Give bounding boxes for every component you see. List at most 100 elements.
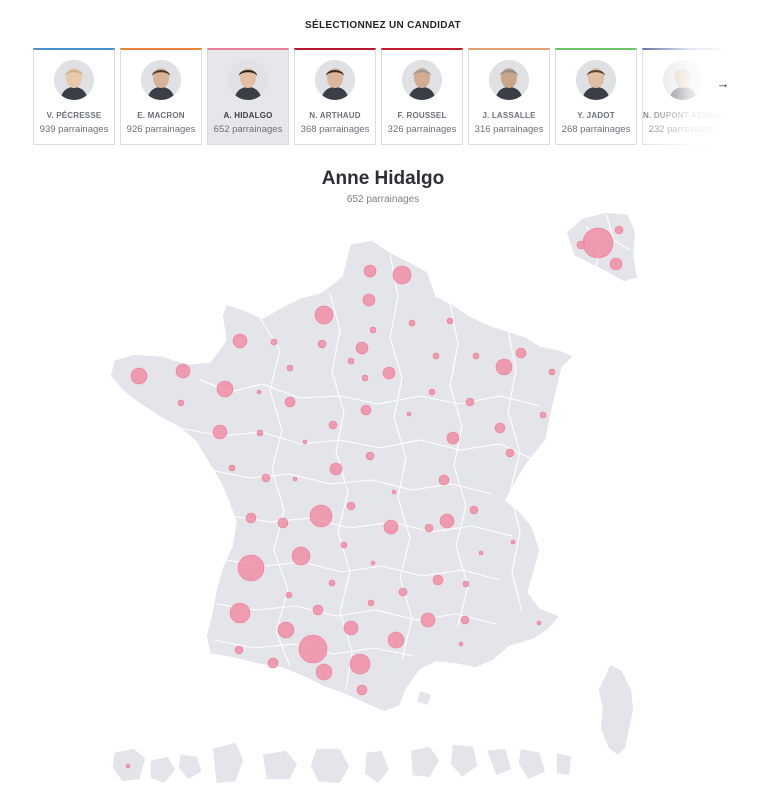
overseas-territory-shape bbox=[309, 747, 351, 785]
sponsorship-bubble[interactable] bbox=[398, 587, 408, 597]
sponsorship-bubble[interactable] bbox=[130, 367, 148, 385]
sponsorship-bubble[interactable] bbox=[428, 388, 436, 396]
sponsorship-bubble[interactable] bbox=[363, 264, 377, 278]
sponsorship-bubble[interactable] bbox=[216, 380, 234, 398]
sponsorship-bubble[interactable] bbox=[548, 368, 556, 376]
sponsorship-bubble[interactable] bbox=[383, 519, 399, 535]
sponsorship-bubble[interactable] bbox=[347, 357, 355, 365]
sponsorship-bubble[interactable] bbox=[270, 338, 278, 346]
sponsorship-bubble[interactable] bbox=[349, 653, 371, 675]
overseas-territory-shape bbox=[177, 753, 203, 781]
sponsorship-bubble[interactable] bbox=[406, 411, 412, 417]
sponsorship-bubble[interactable] bbox=[478, 550, 484, 556]
sponsorship-bubble[interactable] bbox=[432, 574, 444, 586]
sponsorship-bubble[interactable] bbox=[314, 305, 334, 325]
sponsorship-bubble[interactable] bbox=[286, 364, 294, 372]
sponsorship-bubble[interactable] bbox=[267, 657, 279, 669]
sponsorship-bubble[interactable] bbox=[439, 513, 455, 529]
sponsorship-bubble[interactable] bbox=[309, 504, 333, 528]
sponsorship-bubble[interactable] bbox=[346, 501, 356, 511]
sponsorship-bubble[interactable] bbox=[424, 523, 434, 533]
sponsorship-bubble[interactable] bbox=[609, 257, 623, 271]
sponsorship-bubble[interactable] bbox=[469, 505, 479, 515]
sponsorship-bubble[interactable] bbox=[317, 339, 327, 349]
sponsorship-bubble[interactable] bbox=[256, 389, 262, 395]
sponsorship-bubble[interactable] bbox=[392, 265, 412, 285]
sponsorship-bubble[interactable] bbox=[340, 541, 348, 549]
sponsorship-bubble[interactable] bbox=[228, 464, 236, 472]
sponsorship-bubble[interactable] bbox=[539, 411, 547, 419]
sponsorship-bubble[interactable] bbox=[367, 599, 375, 607]
candidate-card-jadot[interactable]: Y. JADOT 268 parrainages bbox=[555, 48, 637, 145]
sponsorship-bubble[interactable] bbox=[315, 663, 333, 681]
sponsorship-bubble[interactable] bbox=[355, 341, 369, 355]
sponsorship-bubble[interactable] bbox=[234, 645, 244, 655]
sponsorship-bubble[interactable] bbox=[261, 473, 271, 483]
sponsorship-bubble[interactable] bbox=[369, 326, 377, 334]
sponsorship-bubble[interactable] bbox=[329, 462, 343, 476]
sponsorship-bubble[interactable] bbox=[362, 293, 376, 307]
sponsorship-bubble[interactable] bbox=[420, 612, 436, 628]
candidate-name: V. PÉCRESSE bbox=[46, 111, 102, 120]
sponsorship-bubble[interactable] bbox=[125, 763, 131, 769]
candidate-card-macron[interactable]: E. MACRON 926 parrainages bbox=[120, 48, 202, 145]
sponsorship-bubble[interactable] bbox=[446, 317, 454, 325]
sponsorship-bubble[interactable] bbox=[361, 374, 369, 382]
sponsorship-bubble[interactable] bbox=[292, 476, 298, 482]
arrow-right-icon[interactable]: → bbox=[716, 76, 730, 91]
sponsorship-bubble[interactable] bbox=[576, 240, 586, 250]
sponsorship-bubble[interactable] bbox=[343, 620, 359, 636]
sponsorship-bubble[interactable] bbox=[232, 333, 248, 349]
sponsorship-bubble[interactable] bbox=[285, 591, 293, 599]
sponsorship-bubble[interactable] bbox=[291, 546, 311, 566]
sponsorship-bubble[interactable] bbox=[505, 448, 515, 458]
sponsorship-bubble[interactable] bbox=[245, 512, 257, 524]
sponsorship-bubble[interactable] bbox=[370, 560, 376, 566]
sponsorship-bubble[interactable] bbox=[328, 420, 338, 430]
sponsorship-bubble[interactable] bbox=[284, 396, 296, 408]
candidate-card-pecresse[interactable]: V. PÉCRESSE 939 parrainages bbox=[33, 48, 115, 145]
sponsorship-bubble[interactable] bbox=[365, 451, 375, 461]
candidate-name: Y. JADOT bbox=[577, 111, 615, 120]
sponsorship-bubble[interactable] bbox=[175, 363, 191, 379]
sponsorship-bubble[interactable] bbox=[312, 604, 324, 616]
sponsorship-bubble[interactable] bbox=[438, 474, 450, 486]
sponsorship-bubble[interactable] bbox=[256, 429, 264, 437]
candidate-sponsorship-count: 316 parrainages bbox=[474, 124, 544, 135]
sponsorship-bubble[interactable] bbox=[446, 431, 460, 445]
sponsorship-bubble[interactable] bbox=[614, 225, 624, 235]
sponsorship-bubble[interactable] bbox=[302, 439, 308, 445]
sponsorship-bubble[interactable] bbox=[462, 580, 470, 588]
sponsorship-bubble[interactable] bbox=[432, 352, 440, 360]
sponsorship-bubble[interactable] bbox=[391, 489, 397, 495]
sponsorship-bubble[interactable] bbox=[536, 620, 542, 626]
sponsorship-bubble[interactable] bbox=[515, 347, 527, 359]
sponsorship-bubble[interactable] bbox=[356, 684, 368, 696]
overseas-territory-shape bbox=[517, 747, 547, 781]
sponsorship-bubble[interactable] bbox=[177, 399, 185, 407]
sponsorship-bubble[interactable] bbox=[237, 554, 265, 582]
sponsorship-bubble[interactable] bbox=[277, 517, 289, 529]
sponsorship-bubble[interactable] bbox=[510, 539, 516, 545]
sponsorship-bubble[interactable] bbox=[472, 352, 480, 360]
sponsorship-bubble[interactable] bbox=[408, 319, 416, 327]
sponsorship-bubble[interactable] bbox=[582, 227, 614, 259]
sponsorship-bubble[interactable] bbox=[229, 602, 251, 624]
sponsorship-bubble[interactable] bbox=[212, 424, 228, 440]
candidate-card-hidalgo[interactable]: A. HIDALGO 652 parrainages bbox=[207, 48, 289, 145]
candidate-card-roussel[interactable]: F. ROUSSEL 326 parrainages bbox=[381, 48, 463, 145]
candidate-card-arthaud[interactable]: N. ARTHAUD 368 parrainages bbox=[294, 48, 376, 145]
sponsorship-bubble[interactable] bbox=[460, 615, 470, 625]
sponsorship-bubble[interactable] bbox=[387, 631, 405, 649]
sponsorship-bubble[interactable] bbox=[495, 358, 513, 376]
sponsorship-bubble[interactable] bbox=[494, 422, 506, 434]
sponsorship-bubble[interactable] bbox=[277, 621, 295, 639]
candidate-card-lassalle[interactable]: J. LASSALLE 316 parrainages bbox=[468, 48, 550, 145]
sponsorship-bubbles bbox=[125, 225, 624, 769]
sponsorship-bubble[interactable] bbox=[458, 641, 464, 647]
sponsorship-bubble[interactable] bbox=[298, 634, 328, 664]
sponsorship-bubble[interactable] bbox=[360, 404, 372, 416]
sponsorship-bubble[interactable] bbox=[328, 579, 336, 587]
sponsorship-bubble[interactable] bbox=[382, 366, 396, 380]
sponsorship-bubble[interactable] bbox=[465, 397, 475, 407]
